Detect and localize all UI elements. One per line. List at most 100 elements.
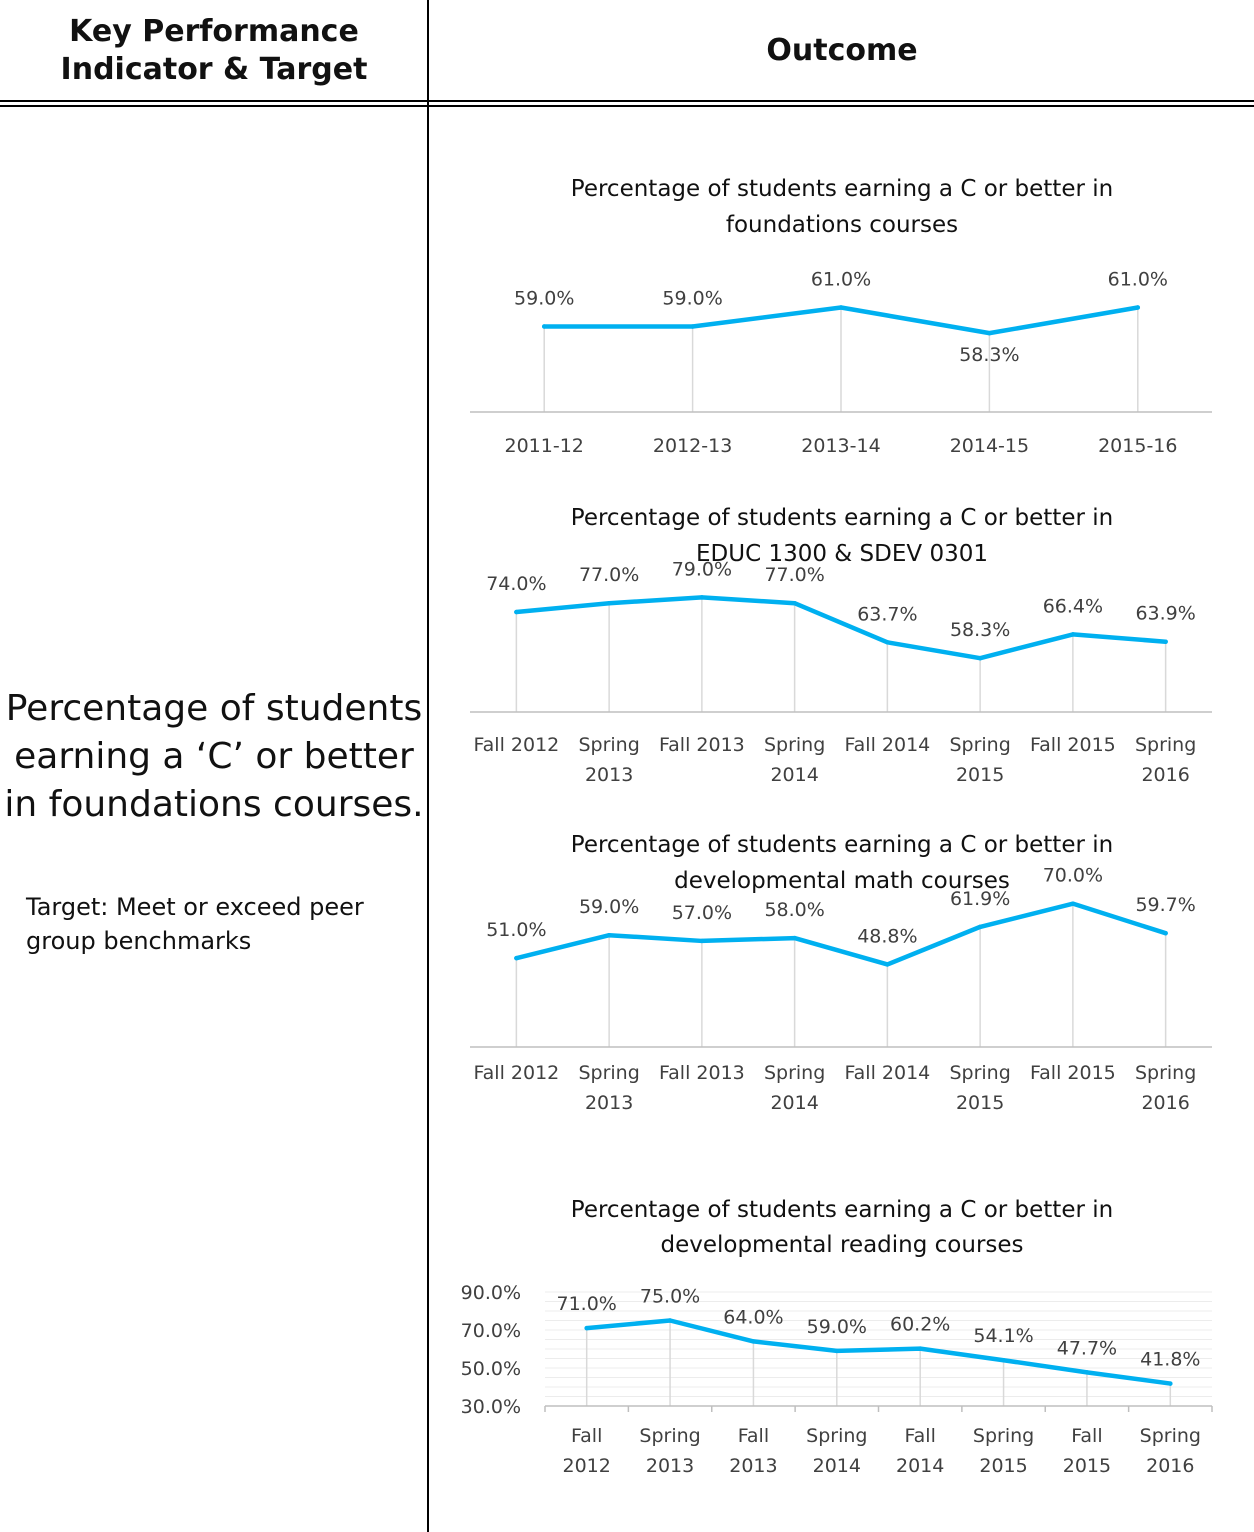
x-tick-label: Fall 2014 bbox=[844, 1062, 930, 1084]
data-point bbox=[838, 305, 844, 310]
data-label: 79.0% bbox=[672, 558, 732, 580]
x-tick-label: Fall 2015 bbox=[1030, 734, 1116, 756]
x-tick-label: 2015 bbox=[956, 764, 1004, 786]
chart-title-line: Percentage of students earning a C or be… bbox=[571, 505, 1113, 531]
data-label: 64.0% bbox=[723, 1306, 783, 1328]
data-label: 57.0% bbox=[672, 902, 732, 924]
data-point bbox=[606, 933, 612, 938]
data-point bbox=[885, 640, 890, 645]
x-tick-label: Fall 2012 bbox=[473, 734, 559, 756]
data-label: 59.0% bbox=[579, 896, 639, 918]
data-label: 77.0% bbox=[579, 564, 639, 586]
data-point bbox=[751, 1339, 756, 1344]
data-label: 61.0% bbox=[1108, 269, 1168, 291]
data-label: 47.7% bbox=[1057, 1337, 1117, 1359]
data-label: 59.0% bbox=[514, 288, 574, 310]
data-label: 58.0% bbox=[764, 899, 824, 921]
y-tick-label: 50.0% bbox=[461, 1358, 521, 1380]
x-tick-label: 2015 bbox=[956, 1092, 1004, 1114]
x-tick-label: Spring bbox=[1140, 1425, 1201, 1447]
x-tick-label: 2013 bbox=[729, 1455, 777, 1477]
data-point bbox=[834, 1348, 840, 1354]
data-point bbox=[667, 1318, 673, 1323]
header-rule-top bbox=[0, 100, 1254, 102]
data-point bbox=[690, 324, 695, 329]
x-tick-label: 2016 bbox=[1141, 1092, 1189, 1114]
data-label: 58.3% bbox=[959, 344, 1019, 366]
chart-title-line: EDUC 1300 & SDEV 0301 bbox=[696, 541, 988, 567]
data-label: 66.4% bbox=[1043, 595, 1103, 617]
y-tick-label: 90.0% bbox=[461, 1282, 521, 1304]
data-point bbox=[792, 601, 797, 606]
series-line bbox=[514, 595, 1168, 661]
x-tick-label: Fall 2013 bbox=[659, 734, 745, 756]
data-point bbox=[1084, 1370, 1090, 1375]
data-label: 61.0% bbox=[811, 269, 871, 291]
x-tick-label: Fall 2013 bbox=[659, 1062, 745, 1084]
x-tick-label: Spring bbox=[806, 1425, 867, 1447]
x-tick-label: Spring bbox=[1135, 1062, 1196, 1084]
x-tick-label: 2013-14 bbox=[801, 435, 880, 457]
x-tick-label: 2015 bbox=[979, 1455, 1027, 1477]
x-tick-label: 2016 bbox=[1146, 1455, 1194, 1477]
data-label: 59.0% bbox=[807, 1316, 867, 1338]
data-point bbox=[1070, 632, 1076, 637]
x-tick-label: 2016 bbox=[1141, 764, 1189, 786]
data-point bbox=[584, 1325, 589, 1331]
outcome-column-header: Outcome bbox=[430, 0, 1254, 102]
x-tick-label: 2014 bbox=[770, 1092, 818, 1114]
x-tick-label: Spring bbox=[578, 734, 639, 756]
x-tick-label: 2015 bbox=[1063, 1455, 1111, 1477]
chart-title-line: developmental math courses bbox=[674, 868, 1010, 894]
x-tick-label: 2014 bbox=[813, 1455, 861, 1477]
kpi-target-line2: group benchmarks bbox=[26, 927, 252, 955]
kpi-header-line2: Indicator & Target bbox=[60, 52, 368, 87]
x-tick-label: 2012-13 bbox=[653, 435, 732, 457]
data-point bbox=[1163, 930, 1168, 936]
column-divider bbox=[427, 0, 429, 1532]
data-point bbox=[977, 655, 983, 661]
data-point bbox=[699, 938, 705, 944]
series-line bbox=[514, 901, 1168, 967]
outcome-header-label: Outcome bbox=[766, 33, 918, 68]
x-tick-label: 2014-15 bbox=[950, 435, 1029, 457]
x-tick-label: Fall bbox=[738, 1425, 769, 1447]
x-tick-label: Spring bbox=[949, 734, 1010, 756]
data-label: 51.0% bbox=[486, 919, 546, 941]
data-label: 54.1% bbox=[973, 1325, 1033, 1347]
kpi-header-line1: Key Performance bbox=[69, 14, 359, 49]
x-tick-label: Fall 2015 bbox=[1030, 1062, 1116, 1084]
series-line bbox=[584, 1318, 1173, 1386]
kpi-indicator-line3: in foundations courses. bbox=[4, 784, 424, 825]
data-point bbox=[1163, 639, 1168, 644]
data-point bbox=[917, 1346, 923, 1351]
data-label: 74.0% bbox=[486, 573, 546, 595]
data-point bbox=[987, 330, 992, 336]
data-label: 77.0% bbox=[764, 564, 824, 586]
dev-reading-chart: Percentage of students earning a C or be… bbox=[461, 1197, 1213, 1477]
data-label: 58.3% bbox=[950, 619, 1010, 641]
educ-sdev-chart: Percentage of students earning a C or be… bbox=[470, 505, 1212, 786]
foundations-chart: Percentage of students earning a C or be… bbox=[470, 176, 1212, 457]
x-tick-label: 2012 bbox=[563, 1455, 611, 1477]
data-label: 71.0% bbox=[557, 1293, 617, 1315]
data-point bbox=[1001, 1358, 1006, 1363]
data-label: 63.9% bbox=[1135, 603, 1195, 625]
data-label: 59.7% bbox=[1135, 894, 1195, 916]
data-point bbox=[514, 609, 519, 615]
kpi-column-header: Key Performance Indicator & Target bbox=[0, 0, 428, 102]
data-point bbox=[1070, 901, 1076, 906]
chart-title-line: foundations courses bbox=[726, 212, 958, 238]
x-tick-label: Fall 2014 bbox=[844, 734, 930, 756]
data-point bbox=[885, 962, 890, 967]
x-tick-label: Fall bbox=[904, 1425, 935, 1447]
data-point bbox=[1168, 1381, 1173, 1386]
x-tick-label: 2014 bbox=[896, 1455, 944, 1477]
x-tick-label: 2014 bbox=[770, 764, 818, 786]
kpi-indicator-line1: Percentage of students bbox=[5, 688, 423, 729]
y-tick-label: 30.0% bbox=[461, 1396, 521, 1418]
chart-title-line: Percentage of students earning a C or be… bbox=[571, 832, 1113, 858]
data-point bbox=[1135, 305, 1140, 310]
kpi-indicator-line2: earning a ‘C’ or better bbox=[14, 736, 414, 777]
data-label: 59.0% bbox=[662, 288, 722, 310]
